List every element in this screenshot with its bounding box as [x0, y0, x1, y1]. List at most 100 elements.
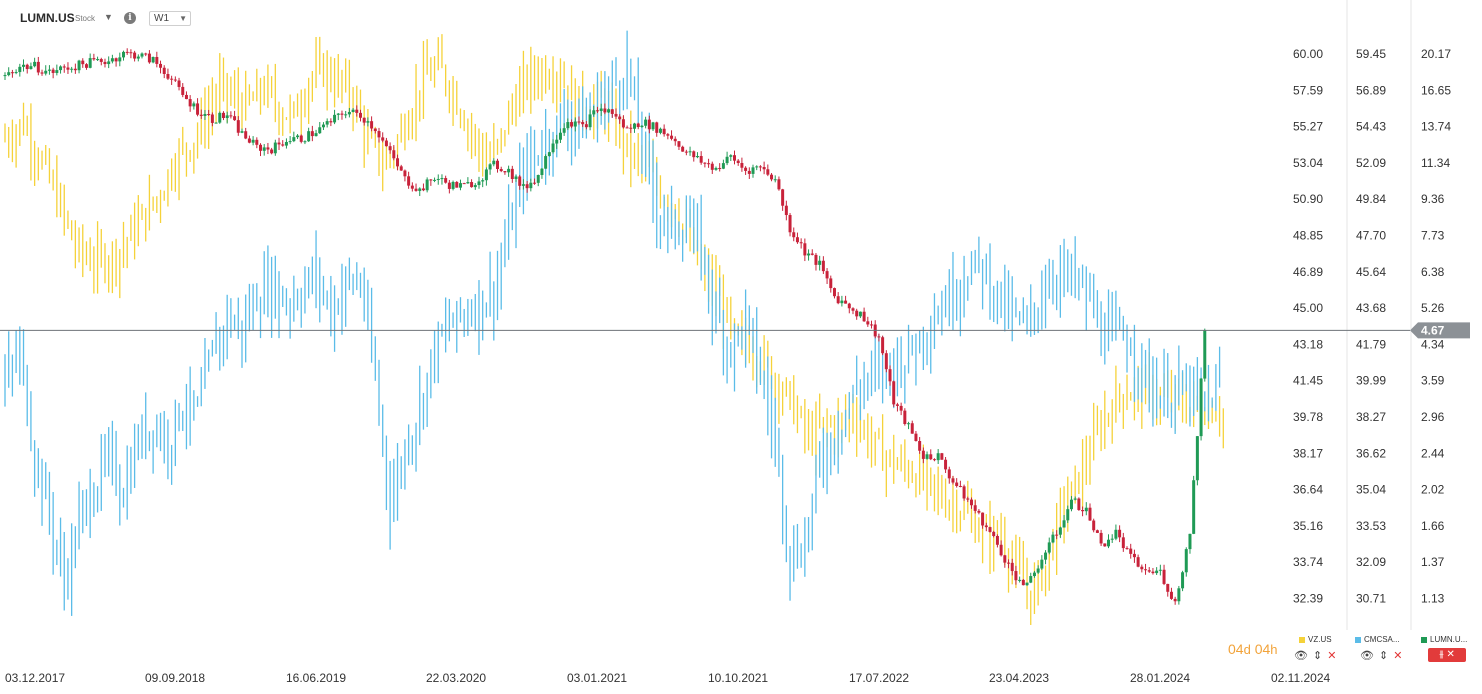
candle-body-83 — [310, 131, 314, 137]
x-tick-4: 03.01.2021 — [567, 671, 627, 685]
y-tick-CMCSA.US-6: 45.64 — [1356, 265, 1386, 279]
y-tick-VZ.US-10: 39.78 — [1293, 410, 1323, 424]
candle-body-277 — [1029, 576, 1033, 583]
candle-body-311 — [1155, 570, 1159, 574]
candle-body-93 — [347, 111, 351, 115]
candle-body-295 — [1095, 530, 1099, 533]
candle-body-180 — [670, 135, 674, 139]
candle-body-262 — [973, 505, 977, 511]
x-tick-5: 10.10.2021 — [708, 671, 768, 685]
y-tick-VZ.US-4: 50.90 — [1293, 192, 1323, 206]
y-tick-VZ.US-14: 33.74 — [1293, 555, 1323, 569]
candle-body-273 — [1014, 571, 1018, 581]
y-tick-LUMN.US-7: 5.26 — [1421, 301, 1445, 315]
candle-body-253 — [940, 453, 944, 460]
candle-body-139 — [518, 176, 522, 186]
candle-body-218 — [810, 253, 814, 255]
candle-body-131 — [488, 164, 492, 170]
last-price-tag — [1410, 322, 1470, 339]
candle-body-237 — [881, 337, 885, 354]
legend-cmcsa: CMCSA... — [1355, 635, 1400, 644]
y-tick-VZ.US-5: 48.85 — [1293, 229, 1323, 243]
candle-body-86 — [321, 124, 325, 128]
y-tick-VZ.US-6: 46.89 — [1293, 265, 1323, 279]
candle-body-208 — [773, 179, 777, 181]
y-tick-VZ.US-3: 53.04 — [1293, 156, 1323, 170]
y-tick-VZ.US-2: 55.27 — [1293, 120, 1323, 134]
candle-body-205 — [762, 167, 766, 170]
y-tick-LUMN.US-11: 2.44 — [1421, 446, 1445, 460]
candle-body-42 — [159, 63, 163, 68]
candle-body-276 — [1025, 582, 1029, 586]
candle-body-32 — [121, 51, 125, 58]
candle-body-190 — [707, 163, 711, 165]
candle-body-263 — [977, 510, 981, 513]
candle-body-207 — [770, 174, 774, 180]
candle-body-23 — [88, 58, 92, 68]
legend-lumn: LUMN.U... — [1421, 635, 1467, 644]
candle-body-185 — [688, 151, 692, 153]
candle-body-59 — [221, 112, 225, 119]
lumn-controls-button[interactable]: ⫵ ✕ — [1428, 648, 1466, 662]
y-tick-VZ.US-1: 57.59 — [1293, 83, 1323, 97]
candle-body-12 — [47, 69, 51, 71]
candle-body-57 — [214, 122, 218, 124]
candle-body-159 — [592, 110, 596, 115]
candle-body-89 — [333, 114, 337, 123]
close-icon[interactable]: ✕ — [1393, 650, 1403, 662]
candle-body-122 — [455, 181, 459, 188]
candle-body-264 — [981, 512, 985, 526]
candle-body-34 — [129, 52, 133, 54]
candle-body-226 — [840, 300, 844, 304]
candle-body-8 — [33, 61, 37, 67]
candle-body-230 — [855, 310, 859, 317]
candle-body-52 — [196, 103, 200, 115]
candle-body-309 — [1147, 570, 1151, 572]
candle-body-9 — [36, 61, 40, 73]
candle-body-39 — [147, 53, 151, 63]
candle-body-107 — [399, 166, 403, 171]
candle-body-65 — [244, 131, 248, 139]
y-tick-LUMN.US-1: 16.65 — [1421, 83, 1451, 97]
candle-body-61 — [229, 115, 233, 117]
candle-body-109 — [407, 176, 411, 186]
candle-body-17 — [66, 67, 70, 70]
x-tick-9: 02.11.2024 — [1271, 671, 1330, 685]
candle-body-146 — [544, 156, 548, 169]
y-tick-CMCSA.US-7: 43.68 — [1356, 301, 1386, 315]
candle-body-238 — [884, 353, 888, 370]
candle-body-281 — [1044, 552, 1048, 560]
candle-body-294 — [1092, 520, 1096, 531]
candle-body-154 — [573, 121, 577, 127]
eye-icon[interactable]: 👁 — [1294, 650, 1308, 662]
candle-body-322 — [1195, 436, 1199, 481]
candle-body-289 — [1073, 498, 1077, 500]
symbol-dropdown-chevron-icon[interactable]: ▼ — [104, 12, 113, 22]
candle-body-100 — [373, 128, 377, 132]
move-updown-icon[interactable]: ⇕ — [1312, 650, 1323, 662]
candle-body-18 — [70, 68, 74, 70]
timeframe-select[interactable]: W1 ▼ — [149, 11, 191, 26]
candle-body-307 — [1140, 566, 1144, 570]
candle-body-90 — [336, 113, 340, 115]
candle-body-319 — [1184, 549, 1188, 573]
candle-body-266 — [988, 527, 992, 532]
candle-body-72 — [270, 149, 274, 154]
candle-body-36 — [136, 56, 140, 59]
eye-icon[interactable]: 👁 — [1360, 650, 1374, 662]
candle-body-280 — [1040, 559, 1044, 569]
candle-body-312 — [1158, 569, 1162, 571]
candle-body-50 — [188, 99, 192, 107]
candle-body-197 — [732, 155, 736, 161]
candle-body-228 — [847, 303, 851, 309]
candle-body-212 — [788, 215, 792, 233]
close-icon[interactable]: ✕ — [1327, 650, 1337, 662]
info-icon[interactable]: i — [124, 12, 136, 24]
candle-body-106 — [396, 158, 400, 167]
candle-body-136 — [507, 168, 511, 173]
candle-body-246 — [914, 433, 918, 442]
move-updown-icon[interactable]: ⇕ — [1378, 650, 1389, 662]
candle-body-78 — [292, 137, 296, 142]
x-tick-7: 23.04.2023 — [989, 671, 1049, 685]
